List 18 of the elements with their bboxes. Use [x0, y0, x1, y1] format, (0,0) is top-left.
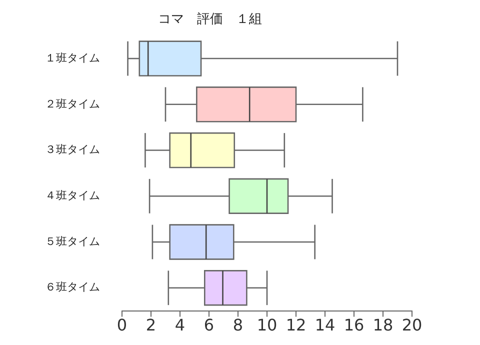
y-tick-label: ４班タイム [45, 188, 100, 202]
x-tick-label: 4 [174, 316, 186, 335]
y-tick-label: ３班タイム [45, 143, 100, 156]
x-tick-label: 0 [116, 316, 128, 335]
y-tick-label: ２班タイム [45, 97, 100, 110]
x-tick-label: 14 [314, 316, 336, 335]
x-tick-label: 6 [204, 316, 214, 335]
x-tick-label: 20 [402, 316, 422, 335]
y-tick-label: ５班タイム [45, 234, 100, 248]
x-tick-label: 12 [286, 316, 306, 335]
chart-title: コマ 評価 １組 [158, 12, 262, 28]
x-tick-label: 2 [146, 316, 156, 335]
x-tick-label: 10 [256, 316, 278, 335]
y-tick-label: １班タイム [45, 51, 100, 64]
x-tick-label: 18 [372, 316, 394, 335]
x-tick-label: 8 [232, 316, 244, 335]
y-tick-label: ６班タイム [45, 280, 100, 294]
x-tick-label: 16 [344, 316, 364, 335]
